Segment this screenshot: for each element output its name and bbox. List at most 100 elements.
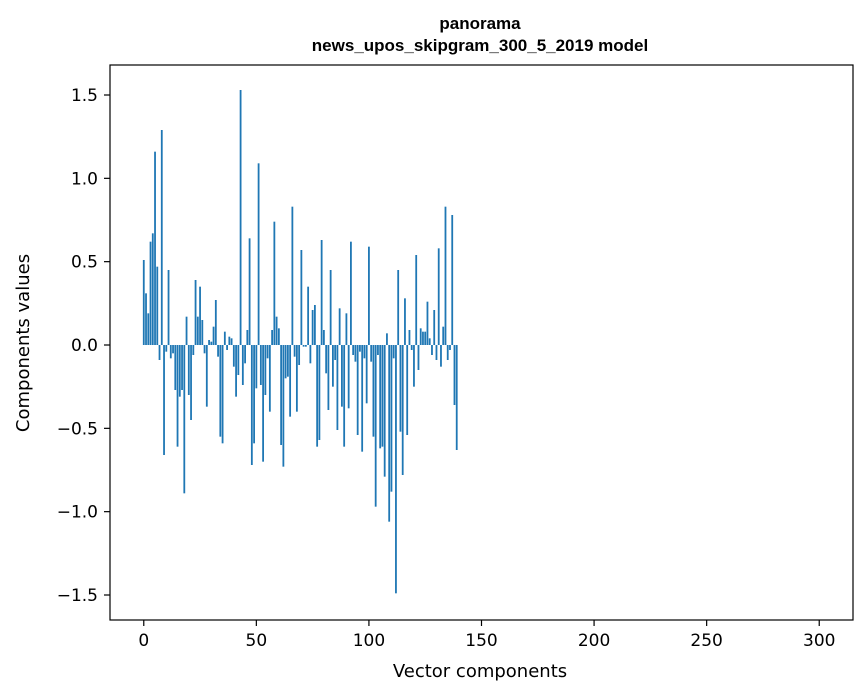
bar [230,338,233,345]
bar [187,345,190,395]
bar [284,345,287,379]
bar [419,328,422,345]
bar [176,345,179,447]
bar [266,345,269,359]
bar [350,241,352,345]
bars-group [142,90,458,594]
bar [273,221,276,345]
bar [307,286,310,345]
y-tick-label: −1.0 [57,503,98,523]
bar [268,345,271,412]
bar [327,345,330,410]
bar [336,345,339,430]
bar [334,345,337,360]
bar [356,345,359,435]
bar [302,345,305,347]
bar [455,345,458,450]
bar [361,345,364,452]
bar [156,266,159,345]
bar [199,286,201,345]
bar [194,280,197,345]
x-tick-label: 0 [138,631,149,651]
bar [341,345,343,407]
bar [291,206,294,345]
bar [271,330,274,345]
bar [147,313,150,345]
bar [444,206,447,345]
bar [217,345,219,357]
bar [345,313,348,345]
bar [316,345,319,447]
bar [178,345,181,397]
bar [392,345,395,359]
bar [395,345,397,594]
bar [169,345,172,359]
x-axis-label: Vector components [393,661,567,682]
y-tick-label: −1.5 [57,586,98,606]
bar [406,345,409,435]
bar [244,345,246,364]
x-tick-label: 100 [353,631,385,651]
bar [332,345,334,387]
x-axis-ticks: 0 50 100 150 200 250 300 [138,620,835,651]
bar [192,345,195,355]
bar [151,233,154,345]
bar [379,345,382,449]
bar [359,345,361,352]
bar [417,345,420,370]
bar [158,345,161,360]
bar [214,300,217,345]
bar [343,345,346,447]
bar [440,345,442,367]
bar [142,260,145,345]
bar [160,130,163,345]
bar [304,345,307,347]
bar [433,310,436,345]
bar [212,326,215,345]
bar [223,331,226,345]
bar [282,345,285,467]
bar [451,215,454,345]
bar [453,345,456,405]
bar [363,345,366,359]
y-tick-label: 1.5 [71,86,98,106]
bar [347,345,350,409]
bar [257,163,260,345]
bar [219,345,222,437]
bar [264,345,267,395]
bar [201,320,204,345]
bar [397,270,400,345]
bar [446,345,449,360]
y-axis-label: Components values [13,254,34,432]
bar [325,345,328,374]
bar [435,345,438,360]
bar [388,345,391,522]
x-tick-label: 150 [465,631,497,651]
bar [374,345,377,507]
bar [145,293,147,345]
bar [365,345,368,404]
bar [311,310,314,345]
bar [221,345,224,444]
bar [381,345,384,447]
bar [329,270,332,345]
bar [293,345,296,357]
bar [404,298,406,345]
bar [424,331,427,345]
bar [354,345,357,362]
bar [196,316,199,345]
y-tick-label: −0.5 [57,419,98,439]
bar [309,345,312,364]
bar [377,345,379,355]
bar [181,345,183,390]
bar [262,345,264,462]
bar [370,345,373,362]
bar [442,326,445,345]
bar [232,345,235,367]
bar [167,270,170,345]
bar [437,248,440,345]
x-tick-label: 250 [690,631,722,651]
bar [190,345,192,420]
bar [154,151,156,345]
